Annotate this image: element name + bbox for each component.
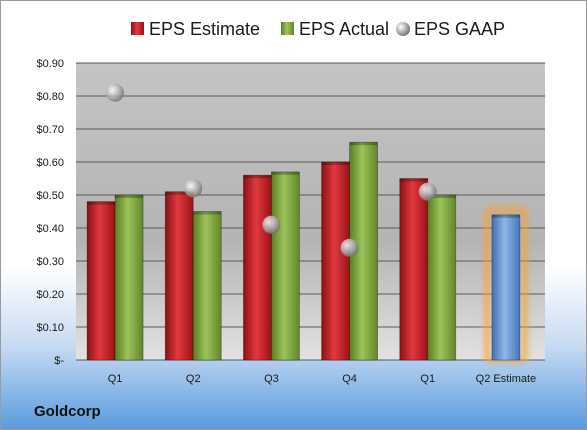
bar-eps-estimate bbox=[399, 178, 429, 361]
bar-eps-estimate bbox=[86, 201, 116, 361]
bar-top-edge bbox=[321, 162, 350, 165]
x-tick-label: Q2 Estimate bbox=[476, 373, 537, 385]
bar-eps-estimate bbox=[321, 161, 350, 361]
y-axis-ticks: $0.90 $0.80 $0.70 $0.60 $0.50 $0.40 $0.30 $0.20… bbox=[36, 58, 64, 367]
legend: EPS Estimate EPS Actual EPS GAAP bbox=[131, 19, 505, 39]
bar-top-edge bbox=[115, 195, 144, 198]
bar-eps-actual bbox=[271, 171, 300, 361]
bar-top-edge bbox=[193, 211, 222, 215]
grid-lines bbox=[76, 62, 545, 361]
bar-eps-estimate bbox=[243, 174, 272, 361]
gaap-points bbox=[106, 83, 437, 257]
legend-label: EPS GAAP bbox=[414, 19, 505, 39]
y-tick-label: $- bbox=[54, 355, 64, 367]
bars bbox=[86, 141, 528, 363]
bar-top-edge bbox=[427, 195, 456, 198]
bar-top-edge bbox=[165, 191, 194, 195]
bar-eps-actual bbox=[192, 211, 222, 361]
point-eps-gaap bbox=[106, 83, 125, 102]
point-eps-gaap bbox=[184, 179, 203, 198]
y-tick-label: $0.30 bbox=[36, 256, 64, 268]
legend-label: EPS Estimate bbox=[149, 19, 260, 39]
company-name: Goldcorp bbox=[34, 403, 101, 420]
point-eps-gaap bbox=[262, 215, 281, 234]
y-tick-label: $0.90 bbox=[36, 58, 64, 70]
bar-top-edge bbox=[271, 171, 300, 175]
x-tick-label: Q1 bbox=[420, 373, 435, 385]
bar-q2-estimate bbox=[491, 214, 521, 361]
bar-top-edge bbox=[399, 178, 428, 182]
y-tick-label: $0.50 bbox=[36, 190, 64, 202]
bar-eps-actual bbox=[427, 194, 457, 361]
bar-top-edge bbox=[349, 142, 378, 146]
y-tick-label: $0.10 bbox=[36, 322, 64, 334]
x-tick-label: Q4 bbox=[342, 373, 357, 385]
plot-area bbox=[76, 63, 545, 360]
x-tick-label: Q3 bbox=[264, 373, 279, 385]
bar-top-edge bbox=[243, 175, 272, 179]
legend-swatch bbox=[131, 22, 144, 35]
x-tick-label: Q2 bbox=[186, 373, 201, 385]
y-tick-label: $0.80 bbox=[36, 91, 64, 103]
bar-top-edge bbox=[491, 214, 520, 218]
legend-swatch bbox=[281, 22, 294, 35]
x-axis-ticks: Q1 Q2 Q3 Q4 Q1 Q2 Estimate bbox=[108, 373, 536, 385]
legend-label: EPS Actual bbox=[299, 19, 389, 39]
x-tick-label: Q1 bbox=[108, 373, 123, 385]
y-tick-label: $0.40 bbox=[36, 223, 64, 235]
bar-eps-actual bbox=[114, 194, 144, 361]
bar-eps-estimate bbox=[164, 191, 194, 361]
point-eps-gaap bbox=[340, 238, 359, 257]
bar-top-edge bbox=[87, 201, 116, 205]
point-eps-gaap bbox=[418, 182, 437, 201]
y-tick-label: $0.60 bbox=[36, 157, 64, 169]
y-tick-label: $0.70 bbox=[36, 124, 64, 136]
legend-marker bbox=[396, 22, 410, 36]
y-tick-label: $0.20 bbox=[36, 289, 64, 301]
